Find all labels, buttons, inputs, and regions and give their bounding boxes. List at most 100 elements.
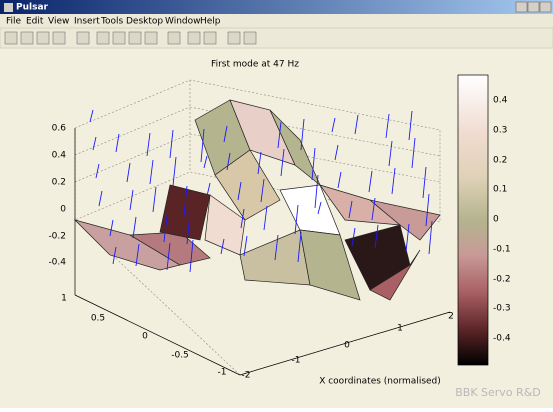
x-tick-label: 2 (448, 312, 454, 322)
surface-patch (369, 199, 441, 241)
vector-arrow (135, 243, 140, 267)
grid-line (189, 106, 441, 157)
x-ticks: -2 -1 0 1 2 (242, 312, 454, 381)
toolbar-button[interactable] (76, 31, 90, 45)
vector-arrow (260, 178, 265, 203)
colorbar (457, 74, 489, 366)
vector-arrow (277, 121, 282, 149)
colorbar-tick-label: 0.4 (493, 96, 508, 106)
surface-patch (299, 229, 361, 301)
colorbar-tick-label: 0.2 (493, 156, 507, 166)
vector-arrow (226, 152, 231, 171)
toolbar-button[interactable] (167, 31, 181, 45)
vector-arrow (294, 204, 299, 235)
toolbar-buttons (4, 31, 257, 45)
colorbar-tick-label: -0.1 (493, 245, 511, 255)
toolbar-button[interactable] (187, 31, 201, 45)
title-bar (0, 0, 553, 14)
vector-arrow (169, 129, 174, 159)
toolbar-button[interactable] (96, 31, 110, 45)
vector-arrow (109, 219, 114, 237)
toolbar-button[interactable] (203, 31, 217, 45)
z-tick-label: 0.4 (52, 151, 67, 161)
vector-arrow (95, 163, 100, 179)
vector-arrow (257, 151, 262, 175)
z-tick-label: 0.6 (52, 124, 67, 134)
menu-item[interactable]: View (48, 17, 69, 27)
vector-arrow (129, 189, 134, 211)
vector-arrow (149, 159, 154, 185)
x-tick-label: 1 (397, 324, 403, 334)
axes-box (74, 79, 451, 376)
toolbar-button[interactable] (128, 31, 142, 45)
vector-arrow (220, 238, 225, 255)
surface-patch (159, 184, 211, 241)
vector-arrow (422, 166, 427, 199)
vector-arrow (317, 201, 322, 215)
vector-arrow (311, 147, 316, 181)
toolbar-button[interactable] (112, 31, 126, 45)
minimize-button[interactable] (515, 1, 528, 13)
window-title: Pulsar (16, 3, 49, 13)
menu-item[interactable]: Window (165, 17, 201, 27)
maximize-button[interactable] (527, 1, 540, 13)
vector-arrow (425, 193, 430, 227)
toolbar-button[interactable] (20, 31, 34, 45)
vector-arrow (89, 109, 94, 123)
z-tick-label: 0.2 (52, 178, 66, 188)
window-controls[interactable] (515, 1, 552, 13)
vector-arrow (186, 212, 191, 245)
menu-item[interactable]: Help (200, 17, 221, 27)
vector-arrow (132, 216, 137, 239)
grid-line (74, 106, 191, 156)
menu-item[interactable]: Insert (74, 17, 100, 27)
vector-arrow (189, 239, 194, 273)
vector-arrow (408, 110, 413, 141)
vector-arrow (368, 170, 373, 193)
vector-arrow (388, 140, 393, 167)
y-ticks: 1 0.5 0 -0.5 -1 (61, 294, 226, 378)
vector-arrow (223, 125, 228, 143)
vector-arrow (126, 162, 131, 183)
toolbar-button[interactable] (243, 31, 257, 45)
y-tick-label: 0.5 (91, 314, 105, 324)
vector-arrow (92, 136, 97, 151)
x-tick-label: -1 (292, 356, 301, 366)
vector-arrow (428, 220, 433, 255)
plot-title: First mode at 47 Hz (211, 60, 299, 70)
y-tick-label: -1 (218, 368, 227, 378)
vector-arrow (331, 117, 336, 133)
vector-arrow (115, 133, 120, 153)
vector-arrow (374, 224, 379, 249)
menu-item[interactable]: Tools (100, 17, 123, 27)
vector-arrow (351, 227, 356, 247)
vector-arrow (348, 200, 353, 219)
vector-arrow (203, 155, 208, 169)
vector-arrow (240, 208, 245, 229)
vector-arrow (411, 137, 416, 169)
vector-arrow (98, 190, 103, 207)
vector-arrow (300, 118, 305, 151)
vector-arrow (405, 223, 410, 253)
z-tick-label: -0.2 (48, 232, 66, 242)
vector-arrow (172, 156, 177, 187)
vector-arrow (163, 215, 168, 243)
y-axis (74, 294, 241, 376)
colorbar-tick-label: 0 (493, 215, 499, 225)
close-button[interactable] (539, 1, 552, 13)
menu-item[interactable]: Edit (26, 17, 44, 27)
toolbar-button[interactable] (144, 31, 158, 45)
watermark: BBK Servo R&D (455, 386, 541, 399)
toolbar-button[interactable] (227, 31, 241, 45)
x-tick-label: 0 (344, 341, 350, 351)
menu-item[interactable]: File (6, 17, 22, 27)
toolbar-button[interactable] (4, 31, 18, 45)
toolbar-button[interactable] (36, 31, 50, 45)
toolbar-button[interactable] (52, 31, 66, 45)
vector-arrow (243, 235, 248, 257)
x-tick-label: -2 (242, 371, 251, 381)
surface-patch (369, 249, 421, 301)
menu-item[interactable]: Desktop (126, 17, 163, 27)
y-tick-label: 1 (61, 294, 67, 304)
vector-arrow (354, 114, 359, 135)
